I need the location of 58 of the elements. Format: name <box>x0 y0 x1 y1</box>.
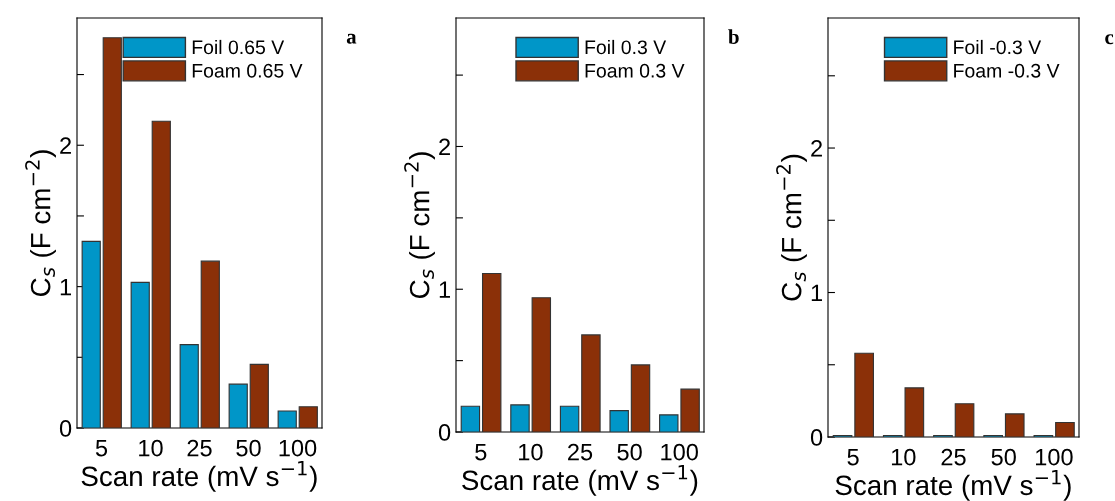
bar <box>854 352 874 437</box>
x-tick-label: 50 <box>991 448 1016 466</box>
y-axis-title: C$_{s}$ (F cm$^{−2}$) <box>776 154 807 301</box>
x-tick-label: 100 <box>661 443 698 461</box>
y-tick-label: 1 <box>439 281 450 298</box>
x-tick-label: 5 <box>475 443 487 461</box>
y-tick-label: 0 <box>59 420 72 437</box>
y-tick-label: 1 <box>811 284 822 302</box>
x-axis-title: Scan rate (mV s$^{−1}$) <box>462 465 698 496</box>
bar <box>81 240 101 428</box>
y-tick-label: 0 <box>810 429 823 446</box>
text: c <box>1105 34 1114 45</box>
bar <box>151 120 171 428</box>
bar <box>179 344 199 428</box>
bar <box>954 403 975 437</box>
bar <box>581 334 601 432</box>
y-tick-label: 2 <box>439 138 450 156</box>
bar <box>298 406 318 428</box>
legend-label: Foil 0.3 V <box>585 39 667 55</box>
bar <box>200 260 220 428</box>
y-tick-label: 0 <box>438 424 451 441</box>
x-tick-label: 100 <box>1036 448 1073 466</box>
bar <box>559 405 580 432</box>
bar <box>277 410 297 428</box>
x-tick-label: 25 <box>187 439 212 457</box>
y-axis-title: C$_{s}$ (F cm$^{−2}$) <box>25 150 56 297</box>
legend-label: Foam 0.65 V <box>192 63 303 78</box>
bar <box>249 363 269 428</box>
bar <box>130 281 150 428</box>
x-tick-label: 10 <box>139 439 163 457</box>
legend-label: Foam 0.3 V <box>585 63 685 78</box>
x-tick-label: 10 <box>891 448 916 466</box>
y-tick-label: 2 <box>811 140 822 157</box>
bar <box>481 272 502 432</box>
x-tick-label: 100 <box>279 439 317 457</box>
y-tick-label: 1 <box>60 278 71 296</box>
bar <box>1004 413 1025 437</box>
text: a <box>346 33 357 44</box>
bar <box>1055 421 1075 437</box>
x-axis-title: Scan rate (mV s$^{−1}$) <box>835 470 1071 501</box>
bar <box>228 383 248 428</box>
x-tick-label: 50 <box>236 439 261 457</box>
y-axis-title: C$_{s}$ (F cm$^{−2}$) <box>404 152 435 299</box>
x-axis-title: Scan rate (mV s$^{−1}$) <box>81 461 317 492</box>
legend-label: Foam -0.3 V <box>954 63 1060 78</box>
x-tick-label: 5 <box>847 448 859 466</box>
y-tick-label: 2 <box>60 137 71 154</box>
legend-label: Foil 0.65 V <box>192 39 285 55</box>
x-tick-label: 5 <box>95 439 108 457</box>
x-tick-label: 25 <box>941 448 966 466</box>
bar <box>460 405 481 432</box>
x-tick-label: 25 <box>568 443 593 461</box>
bar <box>630 364 651 432</box>
legend-label: Foil -0.3 V <box>954 39 1042 55</box>
text: b <box>728 29 739 44</box>
x-tick-label: 10 <box>519 443 543 461</box>
bar <box>609 410 629 432</box>
x-tick-label: 50 <box>617 443 642 461</box>
